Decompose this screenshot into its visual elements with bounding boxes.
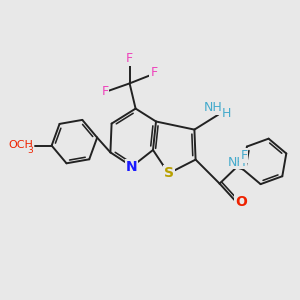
Text: O: O [235, 195, 247, 209]
Text: S: S [164, 166, 174, 180]
Text: NH: NH [228, 155, 246, 169]
Text: F: F [150, 66, 158, 80]
Text: 3: 3 [28, 146, 33, 155]
Text: N: N [126, 160, 137, 174]
Text: F: F [126, 52, 133, 65]
Text: F: F [240, 149, 247, 162]
Text: OCH: OCH [8, 140, 33, 150]
Text: H: H [222, 107, 231, 120]
Text: F: F [101, 85, 109, 98]
Text: NH: NH [204, 101, 223, 114]
